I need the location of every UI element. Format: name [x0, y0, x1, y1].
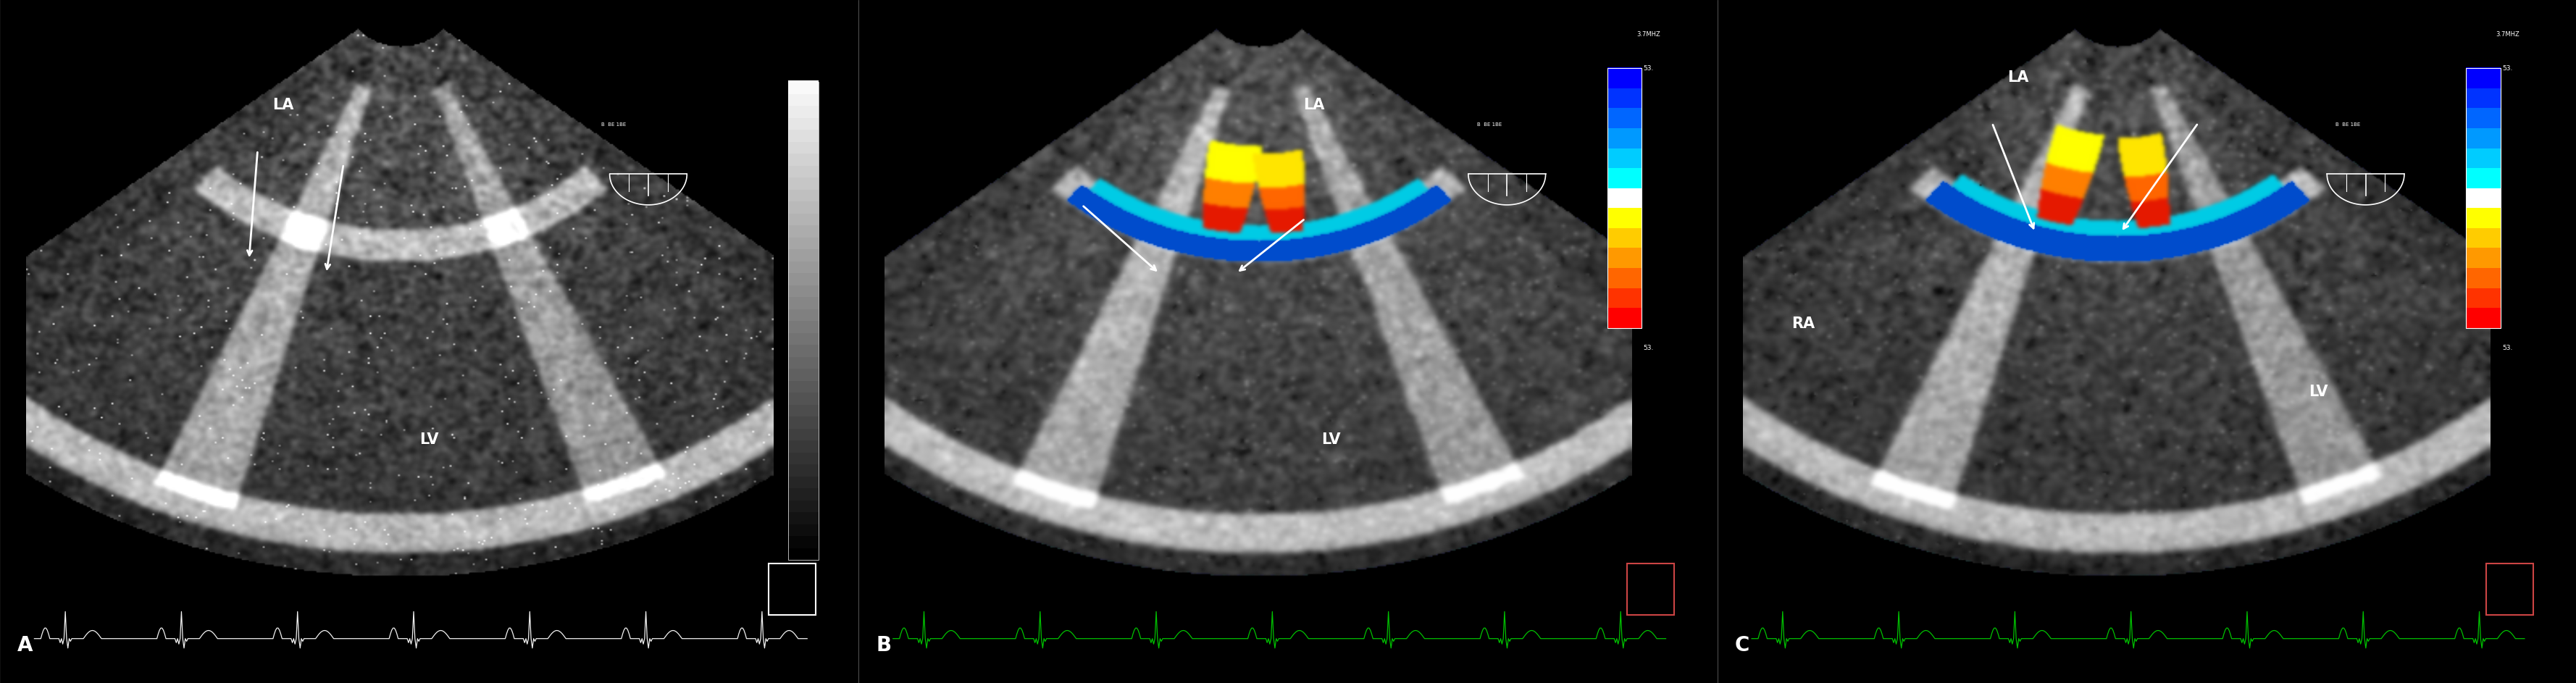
Text: LA: LA [1303, 98, 1324, 112]
Bar [2465, 87, 2501, 108]
Bar [788, 415, 819, 429]
Bar [2465, 128, 2501, 148]
Bar [788, 499, 819, 512]
Bar [788, 176, 819, 190]
Bar [788, 511, 819, 525]
Bar [788, 152, 819, 166]
Bar [788, 451, 819, 464]
Bar [2465, 107, 2501, 128]
Bar [788, 355, 819, 369]
Text: 3.7MHZ: 3.7MHZ [2496, 31, 2519, 38]
Bar [788, 535, 819, 548]
Bar [2465, 167, 2501, 188]
Bar [788, 224, 819, 237]
Text: LV: LV [2308, 385, 2329, 399]
Bar [1607, 87, 1641, 108]
Bar [2465, 187, 2501, 208]
Bar [1607, 227, 1641, 248]
Bar [788, 403, 819, 417]
Bar [2465, 247, 2501, 268]
Bar [2465, 68, 2501, 88]
Bar [1607, 68, 1641, 88]
Bar [1607, 307, 1641, 328]
Bar [1607, 247, 1641, 268]
Bar [1607, 288, 1641, 308]
Text: LA: LA [273, 98, 294, 112]
Bar [788, 93, 819, 106]
Bar [788, 439, 819, 452]
Bar [1607, 167, 1641, 188]
Bar [788, 248, 819, 262]
Bar [788, 236, 819, 249]
Bar [788, 380, 819, 393]
Text: B  BE 1BE: B BE 1BE [1476, 123, 1502, 127]
Bar [788, 189, 819, 201]
Bar [2465, 68, 2501, 328]
Text: 53.: 53. [1643, 345, 1654, 352]
Text: 53.: 53. [2501, 345, 2512, 352]
Bar [788, 200, 819, 213]
Text: 53.: 53. [2501, 65, 2512, 72]
Bar [2465, 307, 2501, 328]
Text: B  BE 1BE: B BE 1BE [600, 123, 626, 127]
Bar [2465, 267, 2501, 288]
Bar [1607, 208, 1641, 228]
Bar [788, 260, 819, 273]
Bar [788, 272, 819, 285]
Bar [788, 546, 819, 560]
Bar [1607, 187, 1641, 208]
Bar [788, 307, 819, 321]
Bar [788, 367, 819, 381]
Bar [788, 320, 819, 333]
Bar [788, 475, 819, 488]
Bar [2486, 563, 2532, 615]
Bar [788, 487, 819, 500]
Bar [788, 116, 819, 130]
Bar [788, 284, 819, 297]
Bar [1607, 107, 1641, 128]
Text: RA: RA [1790, 316, 1816, 331]
Bar [788, 428, 819, 441]
Bar [1607, 148, 1641, 168]
Text: B: B [876, 635, 891, 656]
Bar [788, 104, 819, 118]
Text: C: C [1734, 635, 1749, 656]
Bar [2465, 208, 2501, 228]
Bar [2465, 227, 2501, 248]
Bar [1607, 267, 1641, 288]
Text: LA: LA [2007, 70, 2027, 85]
Bar [788, 81, 819, 94]
Text: 3.7MHZ: 3.7MHZ [1636, 31, 1662, 38]
Bar [788, 82, 819, 560]
Bar [788, 141, 819, 154]
Bar [1628, 563, 1674, 615]
Bar [788, 332, 819, 345]
Bar [2465, 288, 2501, 308]
Bar [1607, 68, 1641, 328]
Text: 53.: 53. [1643, 65, 1654, 72]
Bar [788, 391, 819, 404]
Bar [788, 128, 819, 141]
Bar [1607, 128, 1641, 148]
Text: A: A [18, 635, 33, 656]
Bar [788, 344, 819, 357]
Bar [768, 563, 817, 615]
Bar [788, 212, 819, 225]
Bar [788, 296, 819, 309]
Bar [788, 463, 819, 477]
Text: LV: LV [420, 432, 438, 447]
Text: LV: LV [1321, 432, 1340, 447]
Bar [2465, 148, 2501, 168]
Bar [788, 164, 819, 178]
Text: B  BE 1BE: B BE 1BE [2336, 123, 2360, 127]
Bar [788, 523, 819, 536]
